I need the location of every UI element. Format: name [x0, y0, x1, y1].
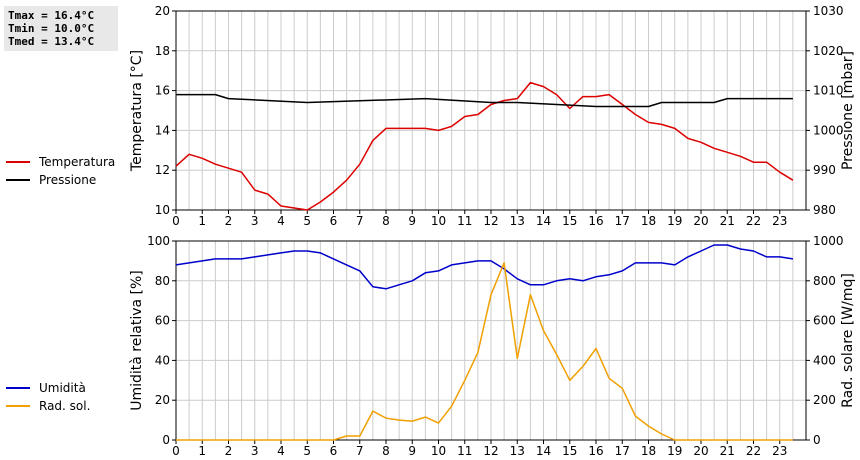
x-tick-label: 14: [536, 444, 551, 458]
tmax-label: Tmax = 16.4°C: [8, 9, 95, 22]
y-tick-label-left: 16: [155, 84, 170, 98]
x-tick-label: 18: [641, 214, 656, 228]
x-tick-label: 6: [330, 214, 338, 228]
y-tick-label-left: 10: [155, 203, 170, 217]
x-tick-label: 19: [667, 214, 682, 228]
y-axis-title-right: Pressione [mbar]: [840, 51, 856, 170]
y-tick-label-left: 80: [155, 274, 170, 288]
series-line-1-1: [175, 81, 794, 211]
y-tick-label-left: 14: [155, 123, 170, 137]
x-tick-label: 0: [172, 444, 180, 458]
x-tick-label: 13: [510, 214, 525, 228]
y-tick-label-right: 1020: [813, 44, 844, 58]
x-tick-label: 5: [303, 444, 311, 458]
x-tick-label: 22: [746, 214, 761, 228]
x-tick-label: 5: [303, 214, 311, 228]
x-tick-label: 21: [720, 214, 735, 228]
x-tick-label: 11: [457, 214, 472, 228]
x-tick-label: 8: [382, 444, 390, 458]
legend-label: Umidità: [39, 381, 86, 395]
x-tick-label: 17: [615, 214, 630, 228]
legend-label: Pressione: [39, 173, 96, 187]
y-tick-label-left: 60: [155, 314, 170, 328]
x-tick-label: 10: [431, 214, 446, 228]
y-tick-label-right: 1030: [813, 4, 844, 18]
y-tick-label-right: 400: [813, 353, 836, 367]
legend-label: Temperatura: [38, 155, 115, 169]
x-tick-label: 23: [772, 214, 787, 228]
y-tick-label-left: 0: [162, 433, 170, 447]
x-tick-label: 17: [615, 444, 630, 458]
x-tick-label: 4: [277, 444, 285, 458]
y-axis-title-right: Rad. solare [W/mq]: [840, 273, 856, 408]
y-tick-label-left: 18: [155, 44, 170, 58]
y-tick-label-right: 1000: [813, 234, 844, 248]
y-tick-label-right: 1010: [813, 84, 844, 98]
x-tick-label: 2: [225, 444, 233, 458]
x-tick-label: 14: [536, 214, 551, 228]
x-tick-label: 3: [251, 444, 259, 458]
y-tick-label-left: 12: [155, 163, 170, 177]
x-tick-label: 8: [382, 214, 390, 228]
x-tick-label: 6: [330, 444, 338, 458]
x-tick-label: 1: [198, 444, 206, 458]
x-tick-label: 19: [667, 444, 682, 458]
tmed-label: Tmed = 13.4°C: [8, 35, 95, 48]
x-tick-label: 20: [693, 214, 708, 228]
y-tick-label-left: 100: [147, 234, 170, 248]
chart-panel-2: 0 1 2 3 4 5 6 7 8 9 10 11 12 13 14 15 16 17 18 19 20 21 22 2302…: [6, 234, 856, 458]
series-line-1-2: [176, 93, 793, 108]
y-tick-label-right: 800: [813, 274, 836, 288]
y-tick-label-right: 990: [813, 163, 836, 177]
y-tick-label-right: 0: [813, 433, 821, 447]
x-tick-label: 15: [562, 214, 577, 228]
y-tick-label-right: 980: [813, 203, 836, 217]
x-tick-label: 20: [693, 444, 708, 458]
chart-panel-1: 0 1 2 3 4 5 6 7 8 9 10 11 12 13 14 15 16 17 18 19 20 21 22 2310…: [6, 4, 856, 228]
series-line-2-1: [175, 244, 794, 290]
x-tick-label: 23: [772, 444, 787, 458]
x-tick-label: 11: [457, 444, 472, 458]
x-tick-label: 7: [356, 214, 364, 228]
x-tick-label: 10: [431, 444, 446, 458]
x-tick-label: 3: [251, 214, 259, 228]
x-tick-label: 9: [408, 444, 416, 458]
y-axis-title-left: Umidità relativa [%]: [129, 270, 145, 411]
x-tick-label: 16: [588, 444, 603, 458]
tmin-label: Tmin = 10.0°C: [8, 22, 95, 35]
legend-label: Rad. sol.: [39, 399, 90, 413]
y-tick-label-left: 20: [155, 393, 170, 407]
stats-box: Tmax = 16.4°C Tmin = 10.0°C Tmed = 13.4°…: [4, 6, 118, 51]
y-tick-label-right: 1000: [813, 123, 844, 137]
y-tick-label-right: 200: [813, 393, 836, 407]
x-tick-label: 18: [641, 444, 656, 458]
x-tick-label: 0: [172, 214, 180, 228]
y-tick-label-right: 600: [813, 314, 836, 328]
x-tick-label: 15: [562, 444, 577, 458]
x-tick-label: 16: [588, 214, 603, 228]
x-tick-label: 12: [483, 214, 498, 228]
series-line-2-2: [176, 262, 793, 441]
x-tick-label: 13: [510, 444, 525, 458]
x-tick-label: 12: [483, 444, 498, 458]
x-tick-label: 9: [408, 214, 416, 228]
x-tick-label: 21: [720, 444, 735, 458]
x-tick-label: 22: [746, 444, 761, 458]
x-tick-label: 1: [198, 214, 206, 228]
x-tick-label: 2: [225, 214, 233, 228]
x-tick-label: 4: [277, 214, 285, 228]
y-tick-label-left: 20: [155, 4, 170, 18]
y-axis-title-left: Temperatura [°C]: [129, 50, 145, 172]
y-tick-label-left: 40: [155, 353, 170, 367]
x-tick-label: 7: [356, 444, 364, 458]
